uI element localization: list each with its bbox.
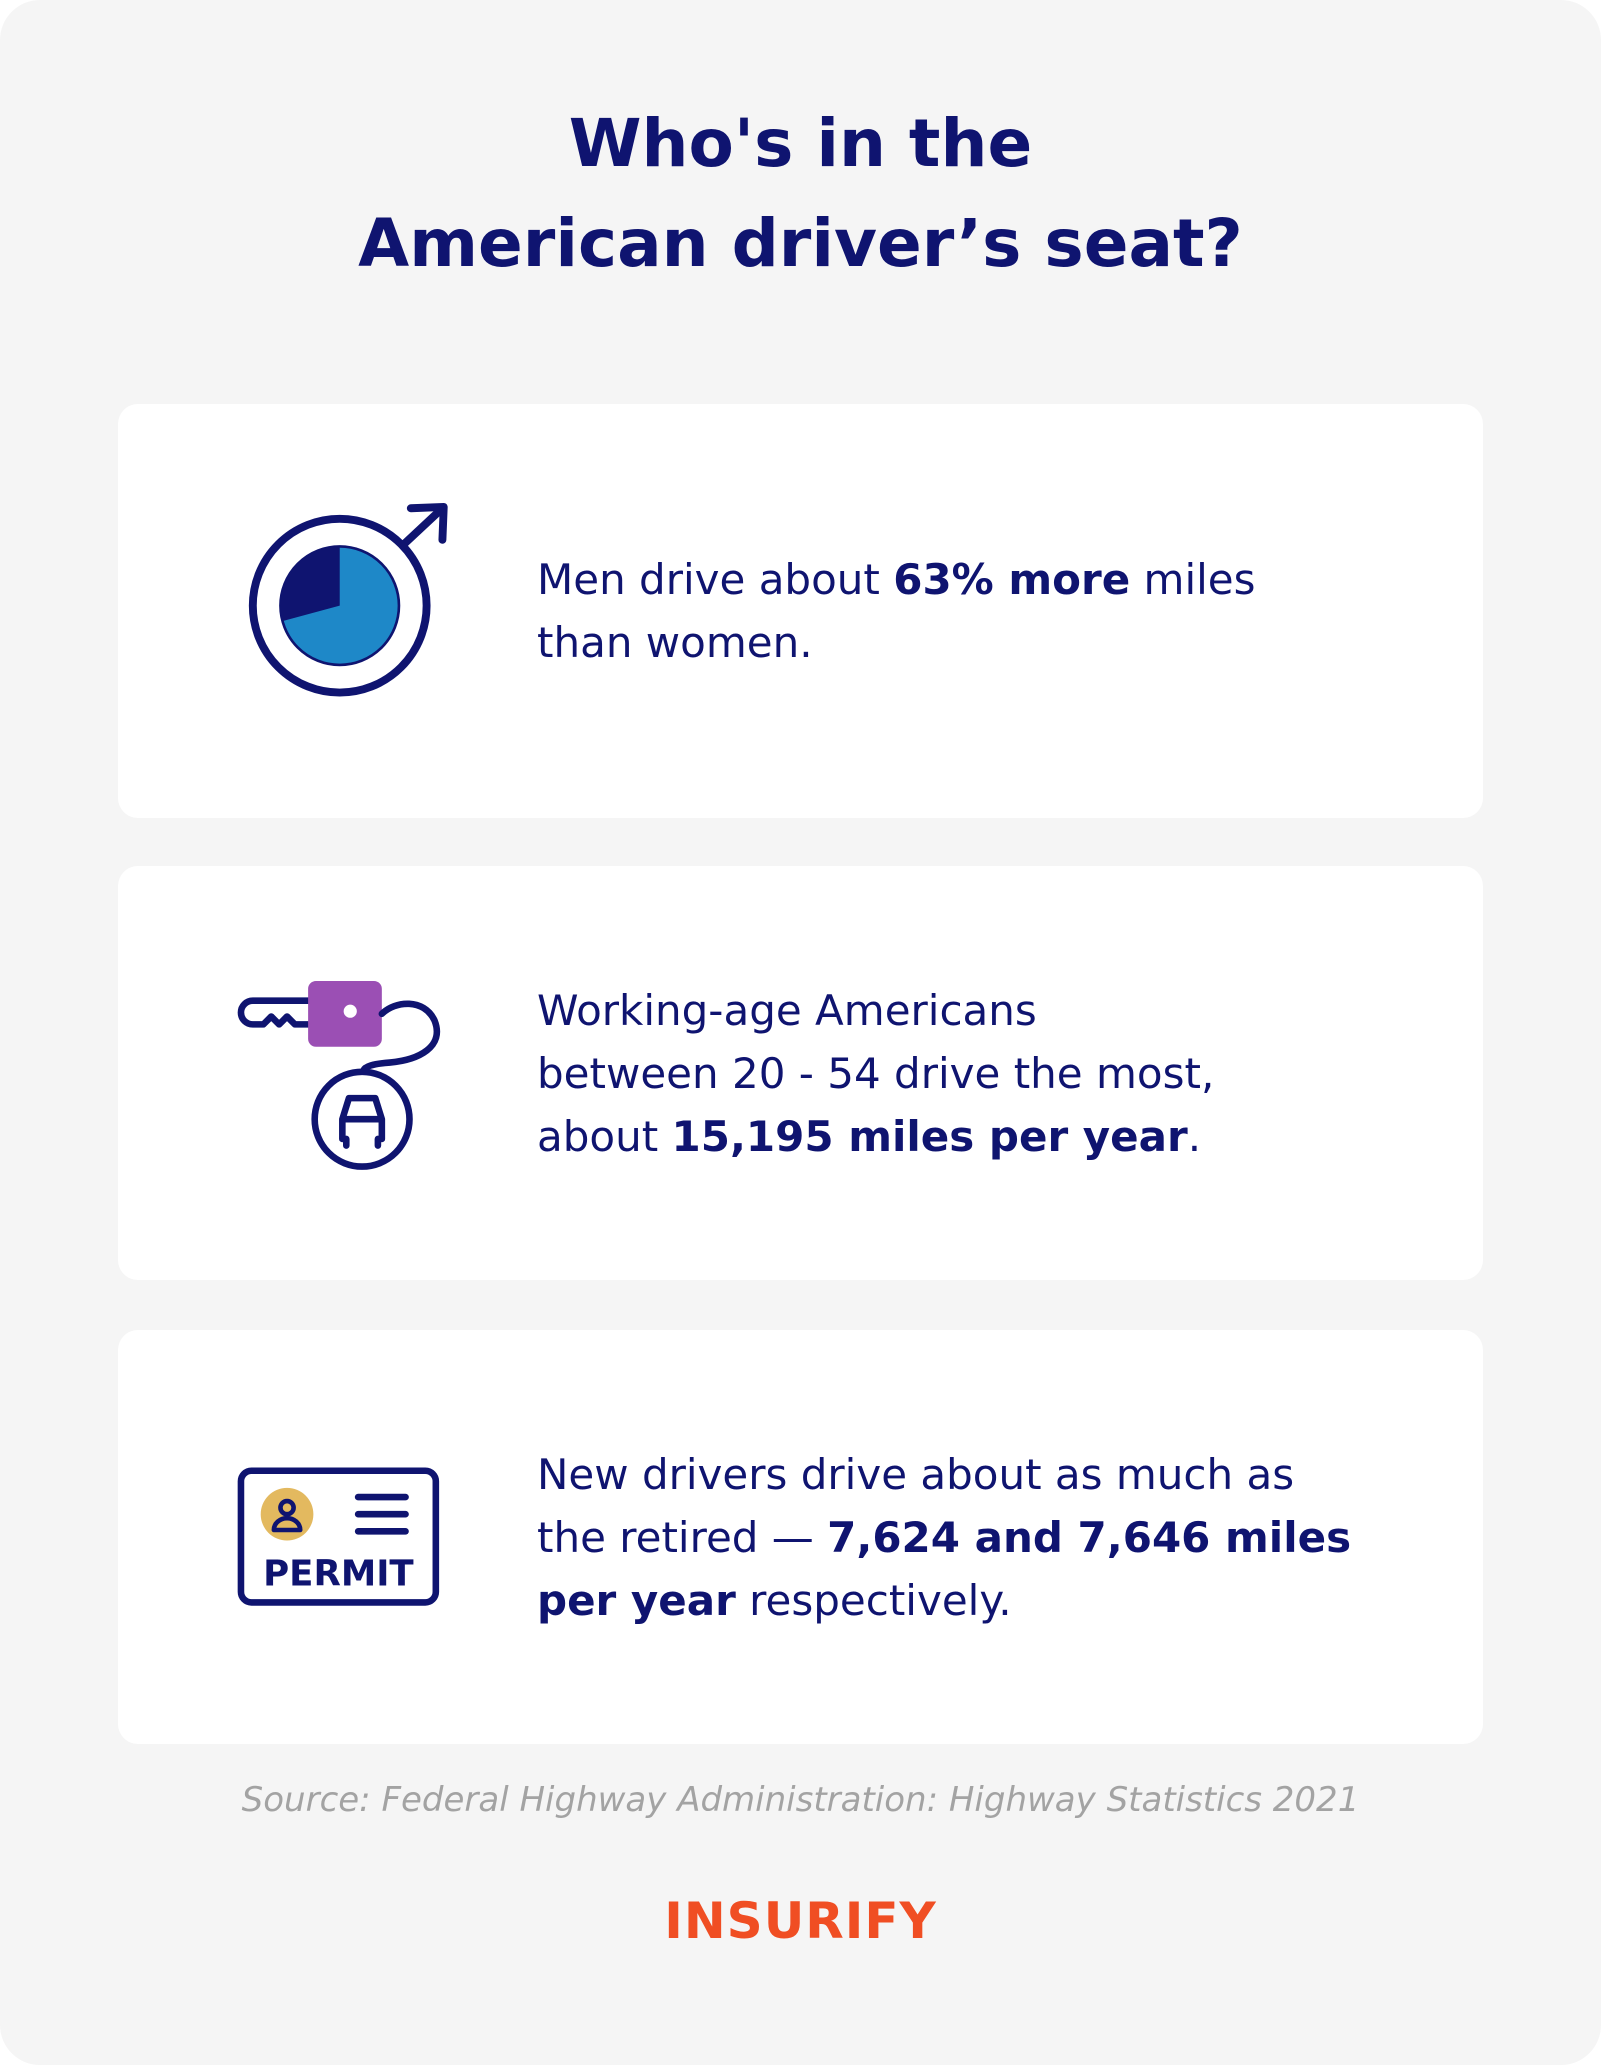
title-line: American driver’s seat?	[358, 205, 1243, 282]
card-text: Men drive about 63% more miles than women…	[537, 404, 1437, 818]
text: between 20 - 54 drive the most,	[537, 1048, 1215, 1098]
text: miles	[1130, 555, 1256, 604]
bold-text: 63% more	[893, 555, 1131, 604]
text: than women.	[537, 618, 813, 667]
text: respectively.	[735, 1575, 1012, 1625]
text-line: per year respectively.	[537, 1569, 1437, 1632]
title-line: Who's in the	[568, 105, 1033, 182]
stat-card: Men drive about 63% more miles than women…	[118, 404, 1483, 818]
text-line: Working-age Americans	[537, 979, 1437, 1042]
text-line: Men drive about 63% more miles	[537, 548, 1437, 611]
text-line: the retired — 7,624 and 7,646 miles	[537, 1506, 1437, 1569]
logo: INSURIFY	[664, 1892, 937, 1950]
stat-card: New drivers drive about as much as the re…	[118, 1330, 1483, 1744]
text-line: about 15,195 miles per year.	[537, 1105, 1437, 1168]
bold-text: 15,195 miles per year	[671, 1111, 1188, 1161]
text-line: between 20 - 54 drive the most,	[537, 1042, 1437, 1105]
text: Men drive about	[537, 555, 894, 604]
bold-text: 7,624 and 7,646 miles	[827, 1512, 1352, 1562]
bold-text: per year	[537, 1575, 736, 1625]
card-text: Working-age Americans between 20 - 54 dri…	[537, 866, 1437, 1280]
text: the retired —	[537, 1512, 828, 1562]
card-text: New drivers drive about as much as the re…	[537, 1330, 1437, 1744]
text: about	[537, 1111, 672, 1161]
text: .	[1187, 1111, 1202, 1161]
source-note: Source: Federal Highway Administration: …	[241, 1780, 1360, 1820]
text: New drivers drive about as much as	[537, 1449, 1295, 1499]
text-line: New drivers drive about as much as	[537, 1443, 1437, 1506]
stat-card: Working-age Americans between 20 - 54 dri…	[118, 866, 1483, 1280]
text-line: than women.	[537, 611, 1437, 674]
text: Working-age Americans	[537, 985, 1037, 1035]
